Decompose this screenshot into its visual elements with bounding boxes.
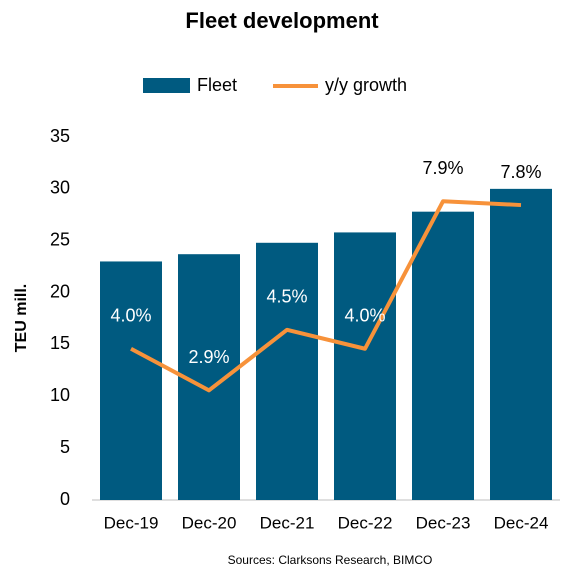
legend-swatch (143, 78, 190, 93)
y-tick-label: 10 (50, 385, 70, 405)
x-tick-label: Dec-22 (338, 513, 393, 532)
data-label: 7.9% (422, 158, 463, 178)
bar (412, 211, 474, 500)
source-note: Sources: Clarksons Research, BIMCO (228, 553, 433, 567)
legend-label: Fleet (197, 75, 237, 95)
x-tick-label: Dec-23 (416, 513, 471, 532)
line (130, 199, 522, 393)
y-tick-label: 15 (50, 333, 70, 353)
y-tick-label: 35 (50, 126, 70, 146)
bar (490, 188, 552, 500)
y-tick-label: 0 (60, 489, 70, 509)
data-label: 4.0% (110, 306, 151, 326)
data-label: 7.8% (500, 162, 541, 182)
bar (334, 232, 396, 500)
data-label: 4.5% (266, 287, 307, 307)
x-tick-label: Dec-24 (494, 513, 549, 532)
y-tick-label: 30 (50, 178, 70, 198)
data-label: 2.9% (188, 347, 229, 367)
y-tick-label: 20 (50, 281, 70, 301)
y-tick-label: 5 (60, 437, 70, 457)
bar (100, 261, 162, 500)
y-tick-label: 25 (50, 229, 70, 249)
x-tick-label: Dec-19 (104, 513, 159, 532)
legend-label: y/y growth (325, 75, 407, 95)
x-tick-label: Dec-20 (182, 513, 237, 532)
y-axis-title: TEU mill. (13, 284, 30, 352)
bar (256, 242, 318, 500)
chart-title: Fleet development (185, 8, 379, 33)
data-label: 4.0% (344, 306, 385, 326)
x-tick-label: Dec-21 (260, 513, 315, 532)
